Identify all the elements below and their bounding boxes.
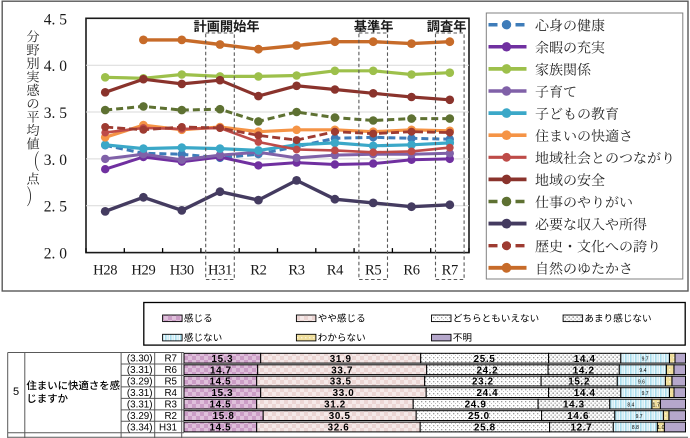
svg-text:14.5: 14.5 <box>209 400 231 411</box>
svg-text:R4: R4 <box>327 263 344 279</box>
svg-text:15.2: 15.2 <box>568 377 590 388</box>
svg-text:24.4: 24.4 <box>476 388 498 399</box>
svg-text:14.7: 14.7 <box>210 365 232 376</box>
svg-text:23.2: 23.2 <box>472 377 494 388</box>
svg-text:14.6: 14.6 <box>567 411 589 422</box>
svg-text:(3.31): (3.31) <box>127 400 153 411</box>
svg-text:3. 0: 3. 0 <box>44 152 68 169</box>
svg-text:12.7: 12.7 <box>570 423 592 434</box>
svg-text:31.2: 31.2 <box>324 400 346 411</box>
svg-text:8.4: 8.4 <box>627 402 634 408</box>
svg-text:(3.30): (3.30) <box>127 354 153 365</box>
svg-text:R3: R3 <box>288 263 304 279</box>
svg-text:4. 5: 4. 5 <box>44 11 68 28</box>
svg-text:R2: R2 <box>164 411 177 422</box>
svg-text:25.0: 25.0 <box>468 411 490 422</box>
svg-text:14.2: 14.2 <box>573 365 595 376</box>
svg-text:15.3: 15.3 <box>211 354 233 365</box>
svg-text:H29: H29 <box>131 263 155 279</box>
svg-text:2. 0: 2. 0 <box>44 246 68 263</box>
svg-text:R5: R5 <box>164 377 177 388</box>
svg-text:9.7: 9.7 <box>642 356 649 362</box>
svg-text:(3.29): (3.29) <box>127 377 153 388</box>
svg-text:24.9: 24.9 <box>465 400 487 411</box>
svg-text:31.9: 31.9 <box>330 354 352 365</box>
svg-text:15.3: 15.3 <box>211 388 233 399</box>
svg-text:24.2: 24.2 <box>476 365 498 376</box>
svg-text:14.5: 14.5 <box>209 423 231 434</box>
svg-text:R6: R6 <box>403 263 419 279</box>
svg-text:33.0: 33.0 <box>333 388 355 399</box>
svg-text:25.8: 25.8 <box>474 423 496 434</box>
svg-text:14.4: 14.4 <box>574 388 596 399</box>
svg-text:2. 5: 2. 5 <box>44 199 68 216</box>
svg-text:1.7: 1.7 <box>652 402 660 408</box>
svg-text:H31: H31 <box>159 423 177 434</box>
svg-text:H31: H31 <box>208 263 232 279</box>
svg-text:8.8: 8.8 <box>632 425 639 431</box>
svg-text:R3: R3 <box>164 400 177 411</box>
svg-text:14.5: 14.5 <box>209 377 231 388</box>
svg-text:(3.31): (3.31) <box>127 388 153 399</box>
svg-text:R7: R7 <box>442 263 458 279</box>
svg-text:32.6: 32.6 <box>328 423 350 434</box>
svg-text:9.7: 9.7 <box>642 391 649 397</box>
svg-text:(3.29): (3.29) <box>127 411 153 422</box>
svg-text:9.7: 9.7 <box>636 414 643 420</box>
svg-text:30.5: 30.5 <box>329 411 351 422</box>
svg-text:9.6: 9.6 <box>638 379 645 385</box>
svg-text:H28: H28 <box>93 263 117 279</box>
svg-text:4. 0: 4. 0 <box>44 58 68 75</box>
svg-text:14.4: 14.4 <box>574 354 596 365</box>
svg-text:(3.34): (3.34) <box>127 423 153 434</box>
svg-text:14.3: 14.3 <box>563 400 585 411</box>
svg-text:(3.31): (3.31) <box>127 365 153 376</box>
svg-text:H30: H30 <box>170 263 194 279</box>
svg-text:15.8: 15.8 <box>213 411 235 422</box>
svg-text:3. 5: 3. 5 <box>44 105 68 122</box>
svg-text:1.0: 1.0 <box>657 425 665 431</box>
svg-text:R7: R7 <box>164 354 177 365</box>
svg-text:25.5: 25.5 <box>474 354 496 365</box>
svg-text:R4: R4 <box>164 388 177 399</box>
svg-text:R6: R6 <box>164 365 177 376</box>
svg-text:5: 5 <box>13 386 19 398</box>
svg-text:R5: R5 <box>365 263 381 279</box>
svg-text:9.4: 9.4 <box>639 368 646 374</box>
svg-text:33.5: 33.5 <box>330 377 352 388</box>
svg-text:33.7: 33.7 <box>331 365 353 376</box>
svg-text:R2: R2 <box>250 263 266 279</box>
